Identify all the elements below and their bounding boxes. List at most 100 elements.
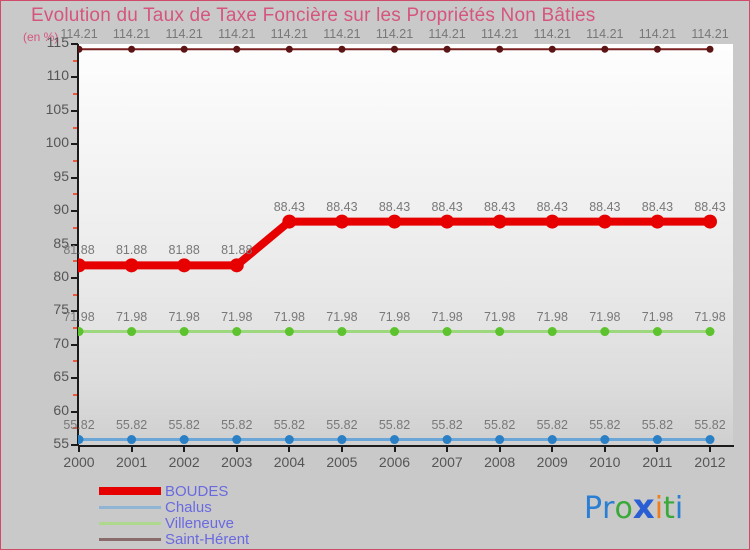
x-axis-tick — [235, 445, 238, 452]
y-axis-minor-tick — [73, 360, 78, 363]
data-point-marker — [177, 258, 192, 273]
y-axis-tick-label: 85 — [53, 234, 69, 251]
data-point-marker — [705, 327, 715, 337]
x-axis-tick-label: 2012 — [694, 454, 726, 470]
data-point-marker — [653, 45, 661, 53]
x-axis-tick — [183, 445, 186, 452]
logo-char: o — [614, 491, 633, 526]
y-axis-tick-label: 105 — [45, 100, 69, 117]
logo-char: i — [654, 491, 664, 526]
data-point-label: 88.43 — [484, 199, 516, 214]
data-point-marker — [282, 214, 297, 229]
x-axis-tick — [446, 445, 449, 452]
y-axis-tick-label: 90 — [53, 201, 69, 218]
logo-char: t — [663, 491, 675, 526]
legend-item-chalus[interactable]: Chalus — [99, 499, 249, 515]
data-point-marker — [338, 45, 346, 53]
x-axis-tick — [498, 445, 501, 452]
data-point-marker — [547, 327, 557, 337]
data-point-marker — [440, 214, 455, 229]
y-axis-tick — [71, 210, 78, 213]
y-axis-minor-tick — [73, 293, 78, 296]
data-point-label: 55.82 — [326, 417, 358, 432]
data-point-label: 71.98 — [273, 309, 305, 324]
y-axis-tick — [71, 143, 78, 146]
data-point-label: 55.82 — [168, 417, 200, 432]
y-axis-minor-tick — [73, 93, 78, 96]
data-point-marker — [443, 45, 451, 53]
data-point-label: 114.21 — [481, 27, 519, 42]
x-axis-tick — [78, 445, 80, 452]
data-point-marker — [284, 327, 294, 337]
data-point-marker — [597, 214, 612, 229]
data-point-marker — [495, 327, 505, 337]
data-point-marker — [390, 435, 399, 445]
y-axis-tick-label: 70 — [53, 334, 69, 351]
y-axis-tick — [71, 176, 78, 179]
logo-char: P — [584, 491, 603, 526]
data-point-marker — [179, 435, 189, 445]
chart-unit-label: (en %) — [23, 30, 59, 44]
legend-item-boudes[interactable]: BOUDES — [99, 483, 249, 499]
data-point-marker — [548, 45, 556, 53]
data-point-marker — [387, 214, 402, 229]
y-axis-minor-tick — [73, 193, 78, 196]
data-point-label: 114.21 — [691, 27, 729, 42]
data-point-label: 71.98 — [168, 309, 200, 324]
x-axis-tick — [130, 445, 133, 452]
legend-swatch — [99, 487, 161, 495]
legend-label: Villeneuve — [165, 514, 234, 532]
data-point-marker — [496, 45, 504, 53]
y-axis-tick-label: 75 — [53, 301, 69, 318]
y-axis-tick-label: 115 — [46, 34, 69, 50]
data-point-label: 114.21 — [586, 27, 624, 42]
legend-item-villeneuve[interactable]: Villeneuve — [99, 515, 249, 531]
data-point-label: 55.82 — [221, 417, 253, 432]
data-point-marker — [390, 327, 399, 337]
data-point-label: 114.21 — [60, 27, 98, 42]
y-axis-tick-label: 55 — [53, 435, 69, 451]
data-point-label: 55.82 — [63, 417, 95, 432]
data-point-label: 114.21 — [112, 27, 151, 42]
series-boudes — [78, 214, 717, 273]
data-point-marker — [337, 435, 347, 445]
y-axis-tick-label: 100 — [45, 134, 69, 151]
data-point-marker — [284, 435, 294, 445]
data-point-marker — [334, 214, 349, 229]
proxiti-logo: Proxiti — [584, 487, 683, 527]
data-point-label: 71.98 — [641, 309, 674, 324]
data-point-label: 81.88 — [115, 243, 148, 258]
data-point-label: 71.98 — [221, 309, 253, 324]
data-point-label: 88.43 — [641, 199, 674, 214]
legend-label: Saint-Hérent — [165, 530, 250, 548]
chart-title: Evolution du Taux de Taxe Foncière sur l… — [31, 5, 596, 26]
x-axis-tick — [393, 445, 396, 452]
data-point-label: 55.82 — [589, 417, 621, 432]
x-axis-tick-label: 2011 — [642, 454, 673, 470]
y-axis-tick — [71, 410, 78, 413]
x-axis-tick-label: 2007 — [431, 454, 463, 470]
data-point-label: 81.88 — [221, 243, 253, 258]
data-point-label: 114.21 — [218, 27, 256, 42]
x-axis-tick-label: 2002 — [168, 454, 200, 470]
data-point-marker — [127, 435, 137, 445]
x-axis-tick — [551, 445, 554, 452]
data-point-marker — [703, 214, 717, 229]
data-point-label: 71.98 — [694, 309, 726, 324]
data-point-label: 71.98 — [115, 309, 148, 324]
y-axis-tick — [71, 243, 78, 246]
legend-item-saint-h-rent[interactable]: Saint-Hérent — [99, 531, 249, 547]
x-axis-tick-label: 2005 — [326, 454, 358, 470]
x-axis-tick-label: 2009 — [536, 454, 568, 470]
data-point-marker — [705, 435, 715, 445]
data-point-marker — [600, 327, 610, 337]
y-axis-minor-tick — [73, 159, 78, 162]
y-axis-minor-tick — [73, 260, 78, 263]
y-axis-minor-tick — [73, 393, 78, 396]
y-axis-tick — [71, 343, 78, 346]
data-point-label: 114.21 — [533, 27, 571, 42]
data-point-label: 114.21 — [270, 27, 308, 42]
plot-background — [78, 44, 733, 445]
data-point-marker — [495, 435, 505, 445]
